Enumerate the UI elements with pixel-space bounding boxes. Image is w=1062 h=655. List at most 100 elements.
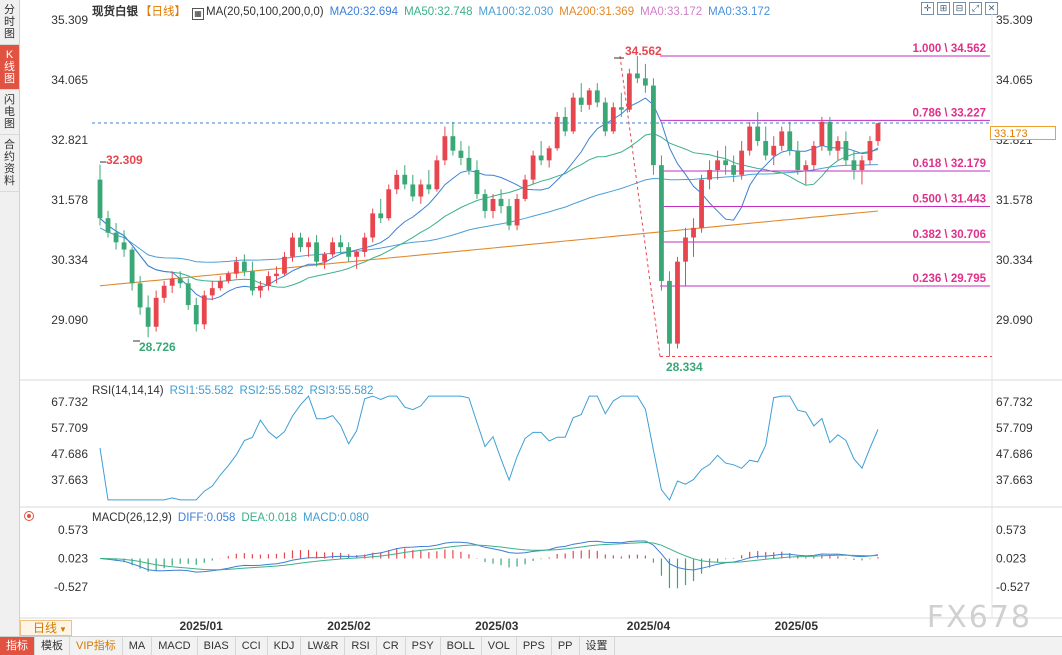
- annotation-low: 28.334: [666, 360, 703, 374]
- rsi-line: [99, 395, 879, 501]
- main-chart-header: 现货白银 【日线】 ▦ MA(20,50,100,200,0,0) MA20:32.69…: [92, 3, 776, 20]
- candle-body: [290, 237, 295, 257]
- price-axis-label-left: 29.090: [51, 313, 88, 327]
- date-axis-label: 2025/05: [775, 619, 819, 633]
- ma200-line: [99, 210, 879, 287]
- macd-axis-label-right: -0.527: [996, 580, 1030, 594]
- bottom-tab-5[interactable]: BIAS: [198, 637, 236, 655]
- macd-settings-icon[interactable]: [24, 511, 34, 521]
- bottom-tab-9[interactable]: RSI: [345, 637, 377, 655]
- bottom-tab-14[interactable]: PPS: [517, 637, 552, 655]
- bottom-tab-1[interactable]: 模板: [35, 637, 70, 655]
- candle-body: [121, 242, 127, 250]
- bottom-tab-10[interactable]: CR: [377, 637, 406, 655]
- candle-body: [667, 280, 672, 344]
- rsi-header: RSI(14,14,14) RSI1:55.582 RSI2:55.582 RSI3:…: [92, 385, 379, 397]
- ma20-value: MA20:32.694: [329, 6, 399, 18]
- candle-body: [787, 131, 793, 151]
- period-label-header: 【日线】: [140, 6, 186, 18]
- candle-body: [546, 148, 552, 161]
- bottom-tab-12[interactable]: BOLL: [441, 637, 482, 655]
- annotation-left-high: 32.309: [106, 153, 143, 167]
- bottom-tab-13[interactable]: VOL: [482, 637, 517, 655]
- candle-body: [266, 276, 271, 286]
- candle-body: [811, 145, 817, 166]
- macd-header: MACD(26,12,9) DIFF:0.058 DEA:0.018 MACD:0.0…: [92, 512, 375, 524]
- candle-body: [474, 169, 480, 195]
- period-selector-label: 日线: [33, 621, 58, 635]
- candle-body: [249, 271, 255, 291]
- candle-body: [827, 121, 833, 151]
- bottom-tab-3[interactable]: MA: [123, 637, 153, 655]
- candle-body: [618, 107, 624, 110]
- candle-body: [394, 174, 400, 190]
- candle-body: [755, 126, 761, 142]
- price-axis-label-right: 34.065: [996, 73, 1033, 87]
- candle-body: [322, 254, 327, 262]
- macd-axis-label-left: 0.573: [58, 523, 88, 537]
- candle-body: [851, 160, 857, 170]
- candle-body: [241, 261, 247, 272]
- candle-body: [634, 73, 640, 79]
- bottom-tab-8[interactable]: LW&R: [301, 637, 346, 655]
- candle-body: [129, 249, 135, 284]
- bottom-tab-4[interactable]: MACD: [152, 637, 198, 655]
- price-axis-label-right: 31.578: [996, 193, 1033, 207]
- grid-icon[interactable]: ▦: [192, 8, 204, 20]
- bottom-tab-11[interactable]: PSY: [406, 637, 441, 655]
- rsi-axis-label-left: 47.686: [51, 447, 88, 461]
- fib-level-label: 0.786 \ 33.227: [912, 107, 986, 119]
- macd-dea-line: [99, 541, 879, 571]
- chart-canvas[interactable]: 35.30935.30934.06534.06532.82132.82131.5…: [0, 0, 1062, 636]
- left-tab-2[interactable]: 闪电图: [0, 90, 19, 135]
- candle-body: [642, 78, 648, 86]
- date-axis-label: 2025/01: [179, 619, 223, 633]
- candle-body: [201, 295, 207, 325]
- current-price-tag: 33.173: [990, 126, 1056, 140]
- annotation-high: 34.562: [625, 44, 662, 58]
- candle-body: [691, 227, 696, 238]
- candle-body: [819, 121, 825, 146]
- candle-body: [233, 261, 239, 274]
- bottom-tab-16[interactable]: 设置: [580, 637, 615, 655]
- period-selector[interactable]: 日线 ▼: [20, 620, 72, 636]
- crosshair-icon[interactable]: ✛: [921, 2, 934, 15]
- candle-body: [530, 155, 536, 180]
- fib-level-label: 0.236 \ 29.795: [912, 273, 986, 285]
- left-tab-3[interactable]: 合约资料: [0, 135, 19, 192]
- candle-body: [683, 237, 688, 262]
- candle-body: [586, 90, 592, 105]
- candle-body: [763, 141, 769, 156]
- fullscreen-icon[interactable]: ⤢: [969, 2, 982, 15]
- dea-value: DEA:0.018: [241, 512, 298, 524]
- candle-body: [747, 126, 753, 151]
- bottom-tab-0[interactable]: 指标: [0, 637, 35, 655]
- rsi-axis-label-left: 67.732: [51, 395, 88, 409]
- candle-body: [482, 194, 488, 211]
- candle-body: [258, 285, 263, 291]
- candle-body: [362, 237, 368, 252]
- indicator-tab-bar: 指标 模板 VIP指标 MA MACD BIAS CCI KDJ LW&R RSI CR PSY BOL…: [0, 636, 1062, 655]
- candle-body: [699, 179, 704, 228]
- chart-toolbar: ✛ ⊞ ⊟ ⤢ ✕: [921, 2, 998, 15]
- candle-body: [659, 165, 664, 281]
- bottom-tab-2[interactable]: VIP指标: [70, 637, 123, 655]
- zoom-in-icon[interactable]: ⊞: [937, 2, 950, 15]
- bottom-tab-6[interactable]: CCI: [236, 637, 268, 655]
- left-tab-0[interactable]: 分时图: [0, 0, 19, 45]
- zoom-out-icon[interactable]: ⊟: [953, 2, 966, 15]
- fib-trend-line: [619, 55, 661, 357]
- bottom-tab-15[interactable]: PP: [552, 637, 580, 655]
- candle-body: [402, 174, 408, 185]
- ma0-value-a: MA0:33.172: [640, 6, 703, 18]
- annotation-left-low: 28.726: [139, 340, 176, 354]
- candle-body: [450, 136, 456, 151]
- candle-body: [314, 242, 319, 262]
- candle-body: [434, 160, 440, 190]
- candle-body: [346, 247, 352, 257]
- candle-body: [169, 278, 175, 286]
- candle-body: [97, 179, 103, 219]
- bottom-tab-7[interactable]: KDJ: [268, 637, 302, 655]
